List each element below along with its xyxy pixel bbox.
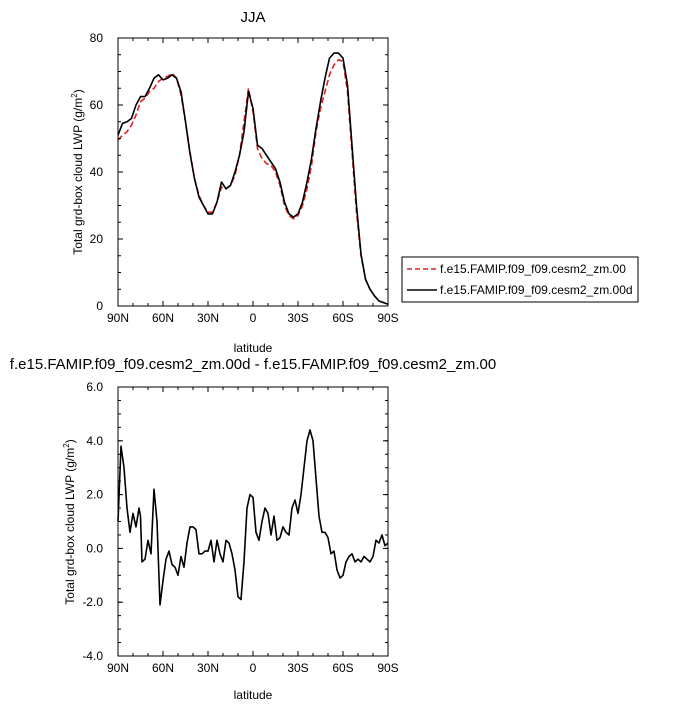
bottom-y-tick-label: 2.0 bbox=[86, 488, 103, 502]
bottom-y-tick-label: 6.0 bbox=[86, 380, 103, 394]
top-x-tick-label: 30N bbox=[197, 311, 219, 325]
top-y-axis-label-main: Total grd-box cloud LWP (g/m bbox=[71, 98, 85, 255]
bottom-plot-marks: 90N 60N 30N 0 30S 60S 90S -4.0 -2.0 0.0 2.0 4.0 6.0 bbox=[82, 380, 398, 675]
top-y-axis-label-sup: 2 bbox=[70, 93, 79, 98]
bottom-panel-difference: 90N 60N 30N 0 30S 60S 90S-4.0-2.00.02.04.06.0 … bbox=[10, 356, 496, 702]
bottom-plot-frame bbox=[117, 386, 389, 657]
bottom-x-tick-label: 90N bbox=[107, 661, 129, 675]
top-y-tick-label: 20 bbox=[90, 232, 104, 246]
top-series-line-0 bbox=[117, 59, 389, 306]
top-x-tick-label: 90N bbox=[107, 311, 129, 325]
top-y-tick-label: 80 bbox=[90, 31, 104, 45]
bottom-y-axis-label: Total grd-box cloud LWP (g/m2) bbox=[62, 439, 77, 604]
top-x-tick-label: 90S bbox=[377, 311, 398, 325]
top-x-axis-label: latitude bbox=[234, 341, 273, 355]
bottom-x-tick-label: 30S bbox=[287, 661, 308, 675]
top-x-tick-label: 60N bbox=[152, 311, 174, 325]
top-y-tick-label: 0 bbox=[96, 299, 103, 313]
top-y-axis-label: Total grd-box cloud LWP (g/m2) bbox=[70, 89, 85, 254]
bottom-y-tick-label: -4.0 bbox=[82, 649, 103, 663]
bottom-x-tick-label: 90S bbox=[377, 661, 398, 675]
legend-box bbox=[401, 256, 639, 303]
top-y-tick-label: 60 bbox=[90, 98, 104, 112]
bottom-chart-title: f.e15.FAMIP.f09_f09.cesm2_zm.00d - f.e15… bbox=[10, 356, 496, 373]
top-x-tick-label: 0 bbox=[250, 311, 257, 325]
bottom-y-axis-label-sup: 2 bbox=[62, 443, 71, 448]
top-chart-title: JJA bbox=[240, 9, 265, 26]
bottom-y-axis-label-close: ) bbox=[63, 439, 77, 443]
top-plot-frame bbox=[117, 37, 389, 307]
top-y-axis-label-close: ) bbox=[71, 89, 85, 93]
legend-label-control: f.e15.FAMIP.f09_f09.cesm2_zm.00 bbox=[440, 262, 626, 276]
top-x-tick-label: 60S bbox=[332, 311, 353, 325]
legend-label-test: f.e15.FAMIP.f09_f09.cesm2_zm.00d bbox=[440, 283, 633, 297]
bottom-y-tick-label: -2.0 bbox=[82, 595, 103, 609]
bottom-x-tick-label: 60N bbox=[152, 661, 174, 675]
bottom-x-tick-label: 60S bbox=[332, 661, 353, 675]
bottom-x-axis-label: latitude bbox=[234, 688, 273, 702]
legend: f.e15.FAMIP.f09_f09.cesm2_zm.00 f.e15.FA… bbox=[401, 256, 639, 303]
bottom-x-tick-label: 0 bbox=[250, 661, 257, 675]
bottom-y-tick-label: 0.0 bbox=[86, 541, 103, 555]
top-x-tick-label: 30S bbox=[287, 311, 308, 325]
bottom-series-line-0 bbox=[117, 429, 389, 606]
bottom-y-tick-label: 4.0 bbox=[86, 434, 103, 448]
bottom-y-axis-label-main: Total grd-box cloud LWP (g/m bbox=[63, 448, 77, 605]
top-panel-lwp: 90N 60N 30N 0 30S 60S 90S 0 20 40 60 80 JJA latitud… bbox=[70, 9, 639, 355]
top-plot-marks: 90N 60N 30N 0 30S 60S 90S 0 20 40 60 80 bbox=[90, 31, 399, 325]
bottom-x-tick-label: 30N bbox=[197, 661, 219, 675]
top-series-line-1 bbox=[117, 52, 389, 306]
top-y-tick-label: 40 bbox=[90, 165, 104, 179]
